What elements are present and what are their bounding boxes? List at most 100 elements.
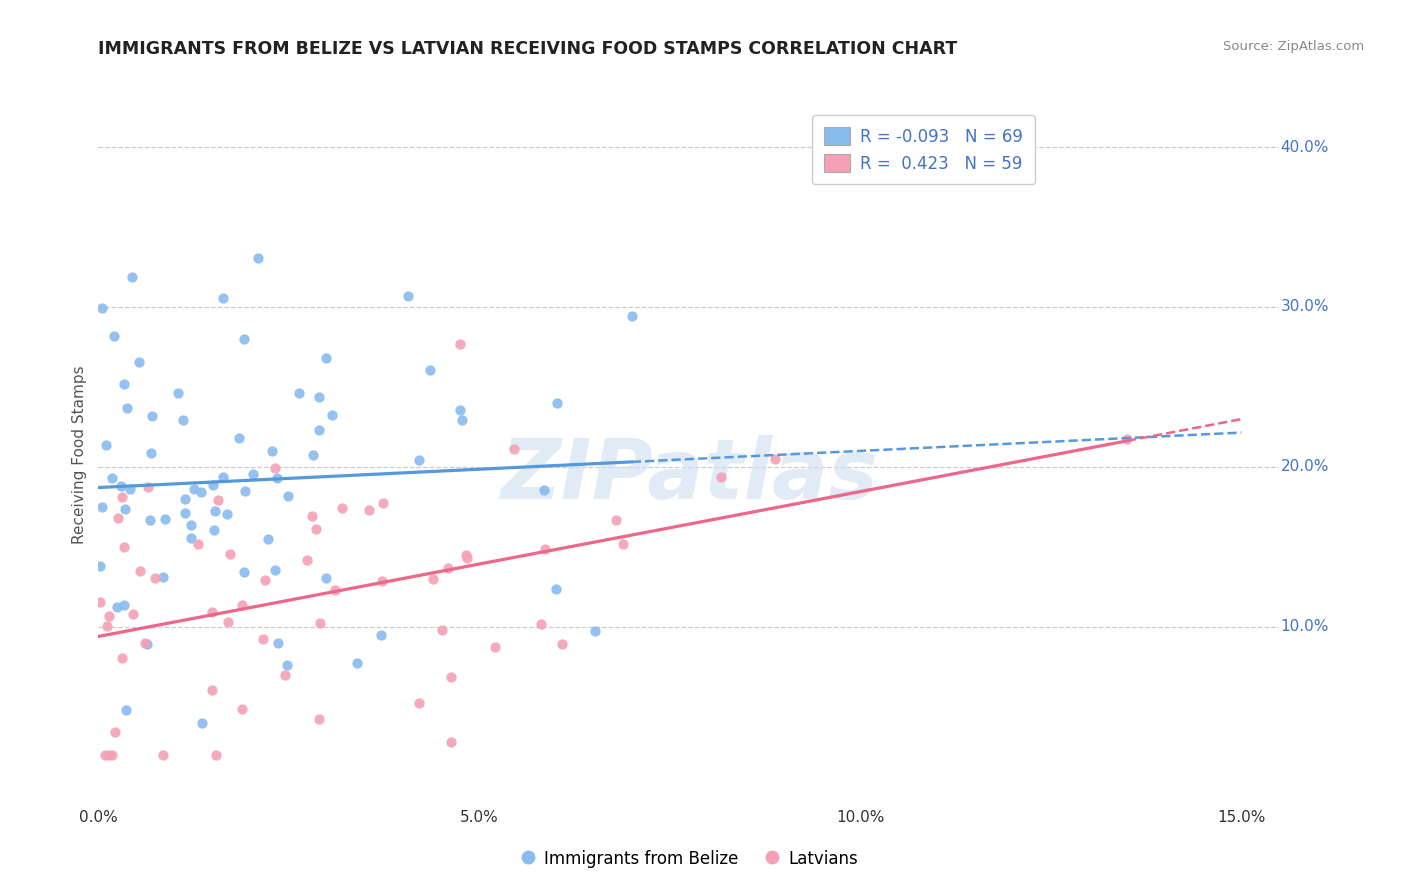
Point xyxy=(484,640,506,654)
Point xyxy=(152,570,174,584)
Point xyxy=(98,747,121,762)
Point xyxy=(211,291,233,305)
Point xyxy=(232,565,254,579)
Point xyxy=(422,572,444,586)
Point xyxy=(263,563,285,577)
Point xyxy=(187,537,209,551)
Point xyxy=(217,508,239,522)
Point xyxy=(546,582,568,597)
Point xyxy=(212,470,235,484)
Text: 30.0%: 30.0% xyxy=(1281,300,1329,315)
Point xyxy=(408,453,430,467)
Point xyxy=(274,668,297,682)
Point xyxy=(321,408,343,422)
Point xyxy=(454,549,477,563)
Point xyxy=(246,251,269,265)
Point xyxy=(437,561,460,575)
Point xyxy=(277,489,299,503)
Point xyxy=(134,636,156,650)
Point xyxy=(112,541,135,555)
Point xyxy=(408,696,430,710)
Point xyxy=(502,442,524,456)
Legend: Immigrants from Belize, Latvians: Immigrants from Belize, Latvians xyxy=(513,843,865,874)
Point xyxy=(172,412,194,426)
Point xyxy=(90,500,112,514)
Point xyxy=(112,598,135,612)
Point xyxy=(620,310,643,324)
Point xyxy=(174,491,197,506)
Point xyxy=(551,637,574,651)
Point xyxy=(217,615,239,629)
Point xyxy=(121,269,143,284)
Point xyxy=(118,482,141,496)
Point xyxy=(612,537,634,551)
Point xyxy=(112,377,135,392)
Point xyxy=(266,471,288,485)
Point xyxy=(260,444,283,458)
Point xyxy=(304,522,326,536)
Point xyxy=(231,702,253,716)
Point xyxy=(139,513,162,527)
Text: Source: ZipAtlas.com: Source: ZipAtlas.com xyxy=(1223,40,1364,54)
Point xyxy=(264,461,287,475)
Point xyxy=(308,712,330,726)
Point xyxy=(449,403,471,417)
Point xyxy=(191,715,214,730)
Point xyxy=(91,301,114,315)
Text: ZIPatlas: ZIPatlas xyxy=(501,435,877,516)
Point xyxy=(276,657,298,672)
Point xyxy=(315,351,337,366)
Point xyxy=(308,390,330,404)
Point xyxy=(346,656,368,670)
Point xyxy=(152,747,174,762)
Point xyxy=(183,482,205,496)
Point xyxy=(205,747,228,762)
Point xyxy=(228,431,250,445)
Point xyxy=(257,533,280,547)
Point xyxy=(115,401,138,416)
Point xyxy=(201,682,224,697)
Point xyxy=(180,532,202,546)
Point xyxy=(101,470,124,484)
Point xyxy=(396,288,419,302)
Point xyxy=(430,624,453,638)
Point xyxy=(204,504,226,518)
Point xyxy=(107,511,129,525)
Point xyxy=(449,337,471,351)
Text: IMMIGRANTS FROM BELIZE VS LATVIAN RECEIVING FOOD STAMPS CORRELATION CHART: IMMIGRANTS FROM BELIZE VS LATVIAN RECEIV… xyxy=(98,40,957,58)
Point xyxy=(242,467,264,482)
Point xyxy=(96,619,118,633)
Point xyxy=(232,332,254,346)
Point xyxy=(103,329,125,343)
Point xyxy=(89,595,111,609)
Point xyxy=(308,423,330,437)
Point xyxy=(202,477,225,491)
Point xyxy=(533,483,555,497)
Point xyxy=(136,637,159,651)
Point xyxy=(288,385,311,400)
Point xyxy=(302,448,325,462)
Point xyxy=(94,438,117,452)
Point xyxy=(530,616,553,631)
Point xyxy=(534,542,557,557)
Point xyxy=(231,599,253,613)
Point xyxy=(129,564,152,578)
Point xyxy=(370,628,392,642)
Point xyxy=(710,470,733,484)
Point xyxy=(110,478,132,492)
Point xyxy=(201,605,224,619)
Point xyxy=(104,725,127,739)
Point xyxy=(110,490,132,504)
Text: 20.0%: 20.0% xyxy=(1281,459,1329,475)
Point xyxy=(101,747,124,762)
Point xyxy=(115,703,138,717)
Point xyxy=(440,670,463,684)
Point xyxy=(89,559,111,574)
Point xyxy=(105,599,128,614)
Y-axis label: Receiving Food Stamps: Receiving Food Stamps xyxy=(72,366,87,544)
Point xyxy=(139,446,162,460)
Point xyxy=(136,480,159,494)
Point xyxy=(315,571,337,585)
Point xyxy=(546,396,568,410)
Text: 40.0%: 40.0% xyxy=(1281,139,1329,154)
